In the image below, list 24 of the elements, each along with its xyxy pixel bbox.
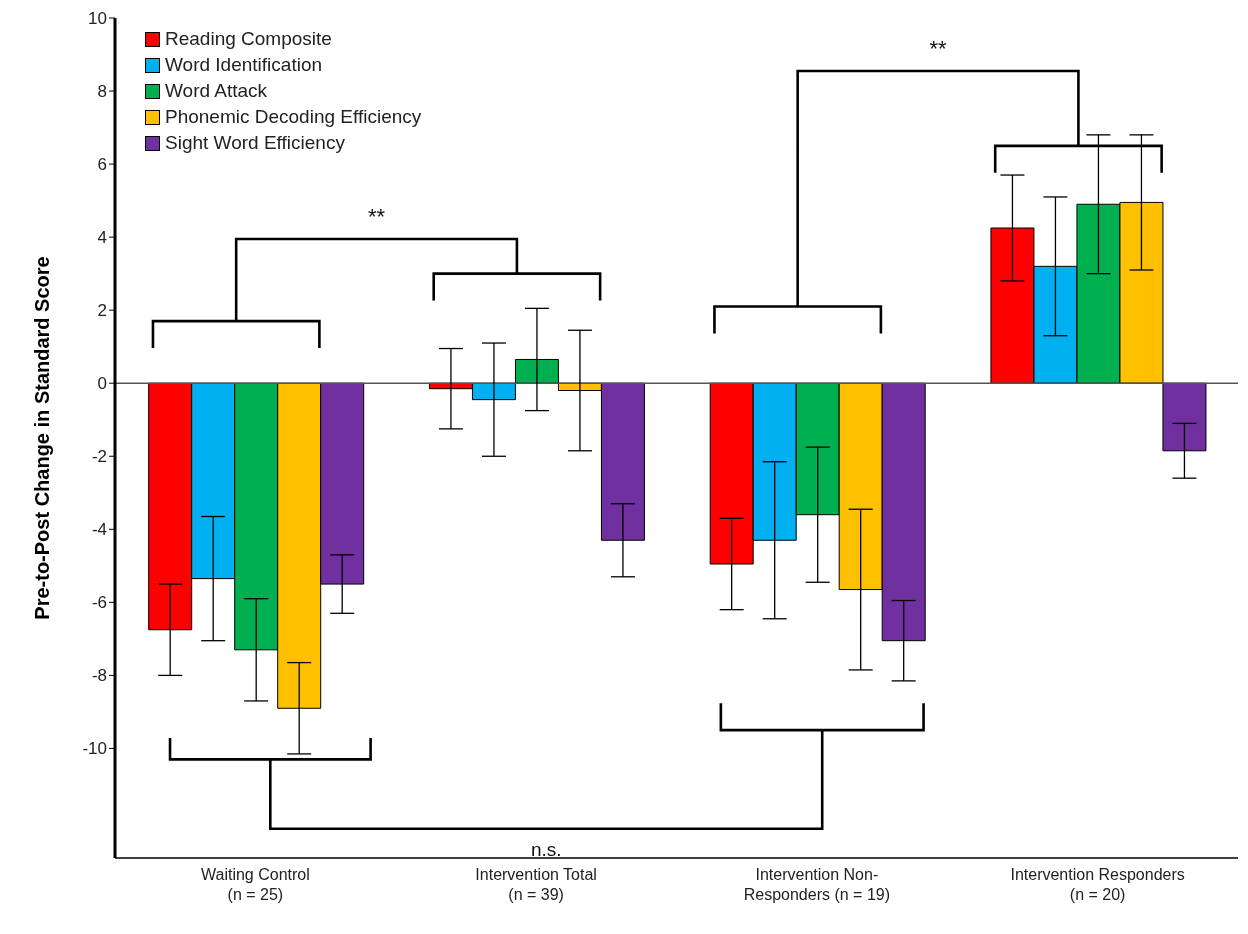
y-tick-label: 8 — [97, 82, 107, 102]
annotation: n.s. — [530, 839, 562, 861]
y-tick-label: 10 — [88, 9, 107, 29]
x-tick-label: Waiting Control (n = 25) — [200, 866, 310, 903]
legend-label: Word Identification — [165, 53, 323, 77]
x-tick-label: Intervention Responders (n = 20) — [1010, 866, 1185, 903]
y-tick-label: -8 — [91, 666, 107, 686]
y-tick-label: 0 — [97, 374, 107, 394]
legend-label: Phonemic Decoding Efficiency — [165, 105, 422, 129]
legend-label: Sight Word Efficiency — [165, 131, 345, 155]
x-tick-label: Intervention Total (n = 39) — [475, 866, 597, 903]
annotation: ** — [367, 204, 386, 230]
annotation: ** — [929, 36, 948, 62]
y-tick-label: -4 — [91, 520, 107, 540]
legend-label: Word Attack — [165, 79, 268, 103]
y-tick-label: 2 — [97, 301, 107, 321]
y-tick-label: -10 — [82, 739, 107, 759]
y-tick-label: 4 — [97, 228, 107, 248]
y-axis-title: Pre-to-Post Change in Standard Score — [31, 256, 54, 620]
legend-label: Reading Composite — [165, 27, 332, 51]
y-tick-label: -2 — [91, 447, 107, 467]
y-tick-label: -6 — [91, 593, 107, 613]
y-tick-label: 6 — [97, 155, 107, 175]
x-tick-label: Intervention Non- Responders (n = 19) — [743, 866, 891, 903]
